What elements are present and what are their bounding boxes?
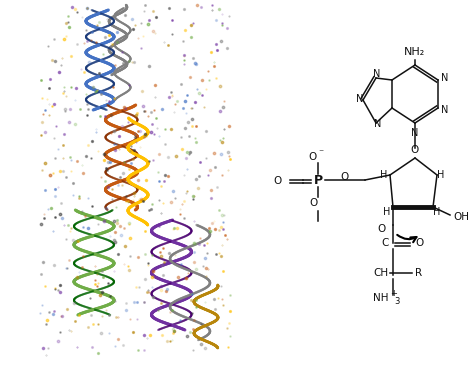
Text: O: O — [341, 172, 349, 182]
Text: N: N — [373, 69, 380, 79]
Text: O: O — [274, 176, 282, 186]
Text: O: O — [411, 145, 419, 155]
Text: H: H — [438, 170, 445, 180]
Text: N: N — [441, 73, 448, 83]
Text: P: P — [313, 173, 323, 187]
Text: O: O — [378, 224, 386, 234]
Text: 3: 3 — [394, 297, 400, 307]
Text: NH₂: NH₂ — [404, 47, 426, 57]
Text: R: R — [415, 268, 422, 278]
Text: O: O — [415, 238, 423, 248]
Text: ⁻: ⁻ — [319, 148, 324, 158]
Text: CH: CH — [374, 268, 389, 278]
Text: H: H — [433, 207, 441, 217]
Text: N: N — [374, 119, 382, 129]
Text: C: C — [382, 238, 389, 248]
Text: NH: NH — [374, 293, 389, 303]
Text: N: N — [411, 128, 419, 138]
Text: H: H — [383, 207, 391, 217]
Text: O: O — [309, 152, 317, 162]
Text: N: N — [356, 94, 363, 104]
Text: O: O — [310, 198, 318, 208]
Text: H: H — [380, 170, 388, 180]
Text: N: N — [441, 105, 448, 115]
Text: OH: OH — [453, 212, 469, 222]
Text: +: + — [390, 289, 397, 297]
